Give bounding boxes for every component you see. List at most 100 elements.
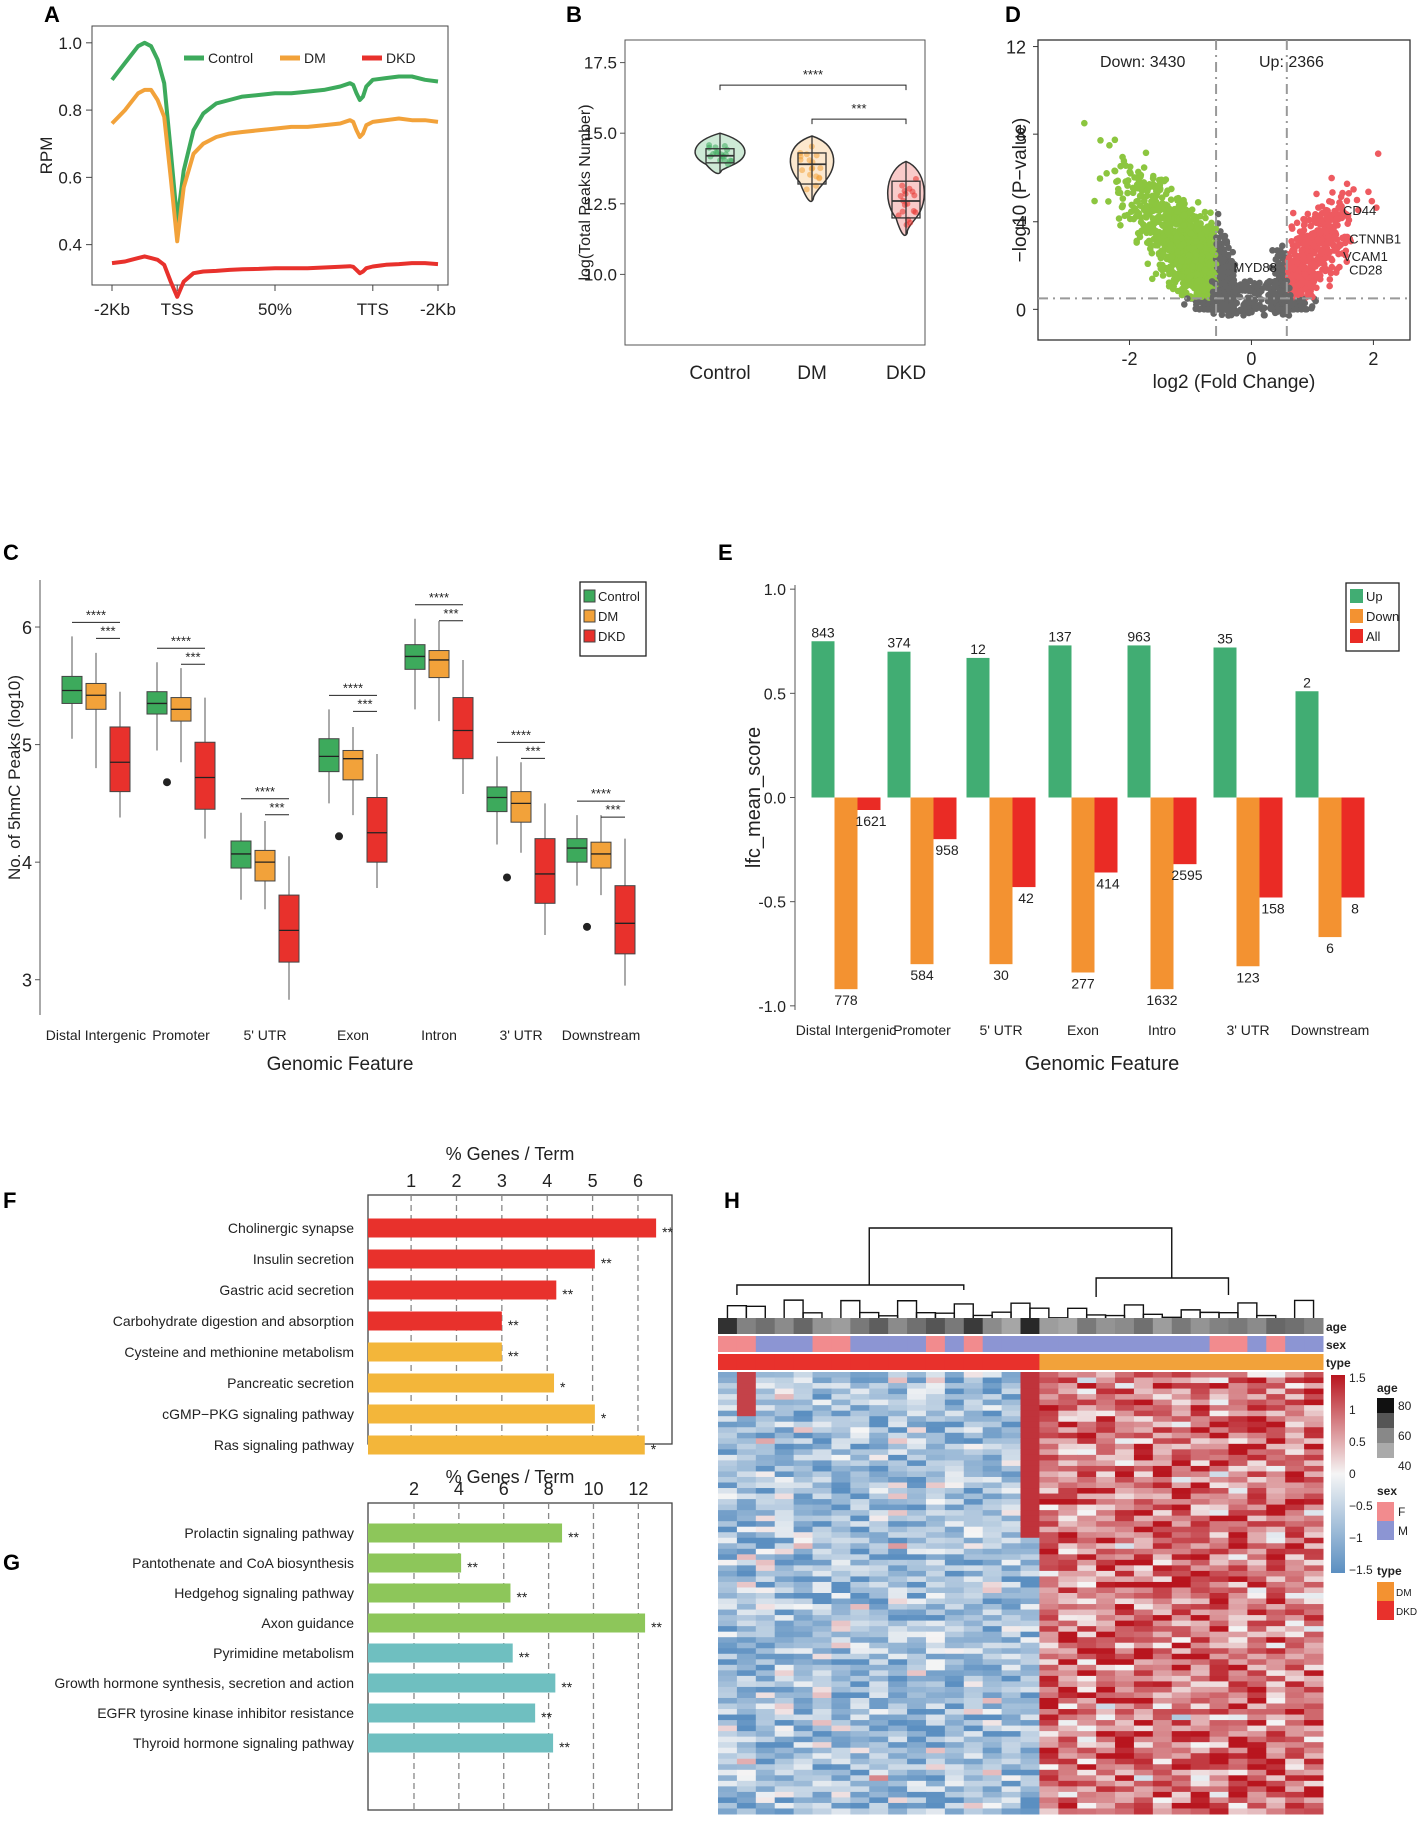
volcano-point bbox=[1164, 228, 1171, 236]
volcano-point bbox=[1224, 269, 1232, 276]
heatmap-cell bbox=[1001, 1515, 1021, 1522]
volcano-point bbox=[1268, 264, 1275, 271]
heatmap-cell bbox=[1190, 1515, 1211, 1522]
heatmap-cell bbox=[736, 1394, 757, 1401]
heatmap-cell bbox=[944, 1410, 965, 1417]
heatmap-cell bbox=[944, 1642, 965, 1649]
heatmap-cell bbox=[1020, 1377, 1040, 1384]
heatmap-cell bbox=[812, 1720, 832, 1727]
heatmap-cell bbox=[982, 1598, 1003, 1605]
heatmap-cell bbox=[1228, 1686, 1248, 1693]
heatmap-cell bbox=[1020, 1405, 1040, 1412]
heatmap-cell bbox=[1115, 1565, 1135, 1572]
heatmap-cell bbox=[1304, 1526, 1324, 1533]
heatmap-cell bbox=[963, 1670, 984, 1677]
heatmap-cell bbox=[1285, 1399, 1305, 1406]
heatmap-cell bbox=[1266, 1421, 1286, 1428]
enrichment-bar bbox=[368, 1643, 513, 1663]
heatmap-cell bbox=[718, 1631, 738, 1638]
heatmap-cell bbox=[1058, 1615, 1078, 1622]
volcano-point bbox=[1299, 251, 1306, 259]
heatmap-cell bbox=[1058, 1515, 1078, 1522]
heatmap-cell bbox=[1115, 1515, 1135, 1522]
bar-up bbox=[1295, 691, 1319, 798]
age-cell bbox=[1001, 1318, 1021, 1334]
heatmap-cell bbox=[1133, 1593, 1154, 1600]
heatmap-cell bbox=[1304, 1659, 1324, 1666]
jitter-point bbox=[724, 146, 731, 153]
volcano-point bbox=[1333, 266, 1341, 273]
heatmap-cell bbox=[1228, 1631, 1248, 1638]
heatmap-cell bbox=[736, 1587, 757, 1594]
term-label: EGFR tyrosine kinase inhibitor resistanc… bbox=[97, 1705, 354, 1721]
heatmap-cell bbox=[869, 1454, 889, 1461]
significance-label: ** bbox=[561, 1679, 572, 1695]
heatmap-cell bbox=[1020, 1515, 1040, 1522]
type-cell bbox=[812, 1354, 832, 1370]
dendrogram-link bbox=[745, 1305, 766, 1318]
heatmap-cell bbox=[736, 1648, 757, 1655]
jitter-point bbox=[813, 152, 820, 159]
heatmap-cell bbox=[774, 1394, 795, 1401]
dendrogram-link bbox=[1123, 1304, 1145, 1318]
heatmap-cell bbox=[1304, 1405, 1324, 1412]
heatmap-cell bbox=[1020, 1587, 1040, 1594]
heatmap-cell bbox=[774, 1692, 795, 1699]
heatmap-cell bbox=[1152, 1637, 1173, 1644]
heatmap-cell bbox=[774, 1421, 795, 1428]
heatmap-cell bbox=[869, 1742, 889, 1749]
heatmap-cell bbox=[812, 1604, 832, 1611]
heatmap-cell bbox=[907, 1471, 927, 1478]
heatmap-cell bbox=[1247, 1576, 1267, 1583]
heatmap-cell bbox=[736, 1559, 757, 1566]
heatmap-cell bbox=[1077, 1659, 1097, 1666]
heatmap-cell bbox=[1247, 1670, 1267, 1677]
heatmap-cell bbox=[944, 1537, 965, 1544]
significance-label: * bbox=[560, 1379, 566, 1395]
heatmap-cell bbox=[1304, 1565, 1324, 1572]
heatmap-cell bbox=[907, 1399, 927, 1406]
heatmap-cell bbox=[1058, 1720, 1078, 1727]
heatmap-cell bbox=[944, 1570, 965, 1577]
heatmap-cell bbox=[1001, 1410, 1021, 1417]
heatmap-cell bbox=[888, 1670, 908, 1677]
heatmap-cell bbox=[869, 1493, 889, 1500]
heatmap-cell bbox=[831, 1709, 851, 1716]
heatmap-cell bbox=[718, 1681, 738, 1688]
heatmap-cell bbox=[1152, 1526, 1173, 1533]
heatmap-cell bbox=[944, 1703, 965, 1710]
heatmap-cell bbox=[1266, 1559, 1286, 1566]
heatmap-cell bbox=[869, 1482, 889, 1489]
bar-value-label: 12 bbox=[970, 641, 986, 657]
heatmap-cell bbox=[944, 1438, 965, 1445]
heatmap-cell bbox=[736, 1443, 757, 1450]
heatmap-cell bbox=[907, 1576, 927, 1583]
heatmap-cell bbox=[774, 1499, 795, 1506]
y-tick-label: 0.4 bbox=[58, 236, 82, 255]
heatmap-cell bbox=[1115, 1421, 1135, 1428]
heatmap-cell bbox=[1209, 1554, 1229, 1561]
heatmap-cell bbox=[1266, 1570, 1286, 1577]
volcano-point bbox=[1149, 172, 1157, 180]
heatmap-cell bbox=[1209, 1637, 1229, 1644]
heatmap-cell bbox=[718, 1703, 738, 1710]
heatmap-cell bbox=[1266, 1659, 1286, 1666]
heatmap-cell bbox=[888, 1675, 908, 1682]
heatmap-cell bbox=[812, 1587, 832, 1594]
heatmap-cell bbox=[925, 1637, 946, 1644]
heatmap-cell bbox=[1190, 1399, 1211, 1406]
significance-label: ** bbox=[519, 1649, 530, 1665]
heatmap-cell bbox=[1171, 1449, 1192, 1456]
heatmap-cell bbox=[1096, 1642, 1116, 1649]
heatmap-cell bbox=[1285, 1554, 1305, 1561]
heatmap-cell bbox=[1133, 1604, 1154, 1611]
heatmap-cell bbox=[944, 1443, 965, 1450]
heatmap-cell bbox=[774, 1532, 795, 1539]
heatmap-cell bbox=[1152, 1543, 1173, 1550]
heatmap-cell bbox=[718, 1576, 738, 1583]
type-cell bbox=[1058, 1354, 1078, 1370]
heatmap-cell bbox=[907, 1372, 927, 1379]
heatmap-cell bbox=[718, 1482, 738, 1489]
age-cell bbox=[1077, 1318, 1097, 1334]
volcano-point bbox=[1153, 192, 1160, 200]
